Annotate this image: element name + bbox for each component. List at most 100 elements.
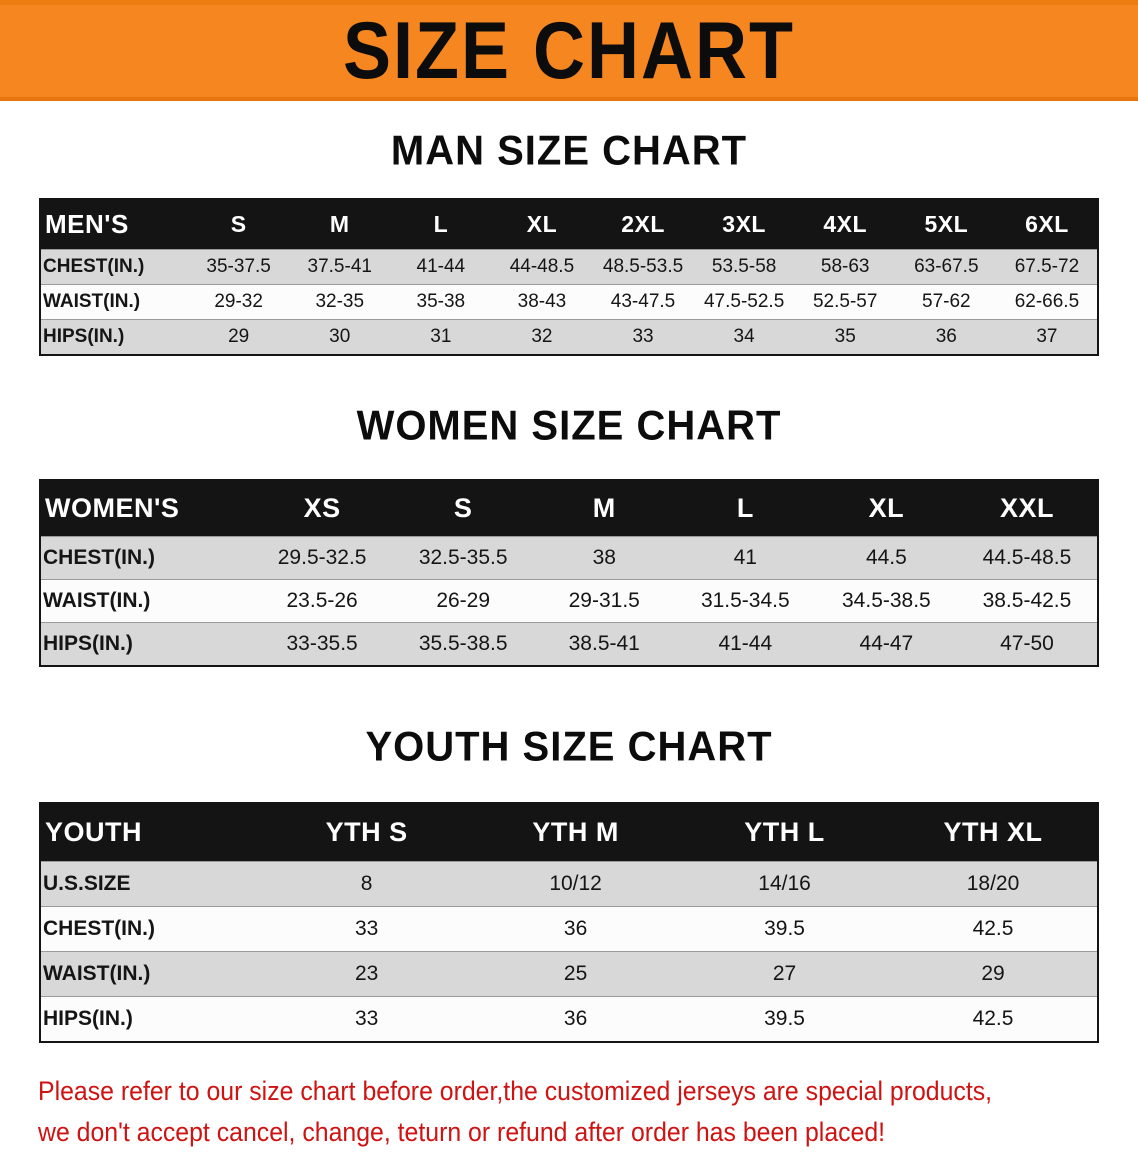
size-value-cell: 58-63 (795, 250, 896, 285)
size-value-cell: 35-37.5 (188, 250, 289, 285)
size-value-cell: 57-62 (896, 285, 997, 320)
measurement-row-label: WAIST(IN.) (40, 580, 252, 623)
size-value-cell: 62-66.5 (997, 285, 1098, 320)
measurement-row-label: HIPS(IN.) (40, 320, 188, 356)
size-column-header: XS (252, 480, 393, 537)
size-column-header: YTH L (680, 803, 889, 862)
size-value-cell: 37 (997, 320, 1098, 356)
size-value-cell: 32 (491, 320, 592, 356)
measurement-row-label: U.S.SIZE (40, 862, 262, 907)
size-value-cell: 35-38 (390, 285, 491, 320)
size-value-cell: 32.5-35.5 (393, 537, 534, 580)
measurement-row-label: WAIST(IN.) (40, 952, 262, 997)
size-column-header: M (289, 199, 390, 250)
size-value-cell: 38 (534, 537, 675, 580)
table-category-header: WOMEN'S (40, 480, 252, 537)
measurement-row-label: CHEST(IN.) (40, 907, 262, 952)
size-value-cell: 43-47.5 (592, 285, 693, 320)
size-value-cell: 36 (471, 997, 680, 1043)
size-value-cell: 35.5-38.5 (393, 623, 534, 667)
size-value-cell: 29-31.5 (534, 580, 675, 623)
size-value-cell: 33 (262, 997, 471, 1043)
men-section-heading: MAN SIZE CHART (0, 128, 1138, 175)
disclaimer-text: Please refer to our size chart before or… (38, 1071, 1128, 1152)
size-value-cell: 33 (592, 320, 693, 356)
table-category-header: MEN'S (40, 199, 188, 250)
size-column-header: S (393, 480, 534, 537)
size-column-header: M (534, 480, 675, 537)
size-column-header: 3XL (694, 199, 795, 250)
size-column-header: L (390, 199, 491, 250)
size-column-header: YTH M (471, 803, 680, 862)
size-value-cell: 44.5-48.5 (957, 537, 1098, 580)
size-column-header: 2XL (592, 199, 693, 250)
size-chart-banner: SIZE CHART (0, 0, 1138, 101)
size-value-cell: 30 (289, 320, 390, 356)
size-value-cell: 52.5-57 (795, 285, 896, 320)
size-value-cell: 34 (694, 320, 795, 356)
size-value-cell: 47.5-52.5 (694, 285, 795, 320)
size-value-cell: 18/20 (889, 862, 1098, 907)
size-column-header: XL (816, 480, 957, 537)
size-value-cell: 41-44 (675, 623, 816, 667)
youth-section-heading: YOUTH SIZE CHART (0, 724, 1138, 771)
size-value-cell: 31 (390, 320, 491, 356)
size-value-cell: 41 (675, 537, 816, 580)
women-section-heading: WOMEN SIZE CHART (0, 403, 1138, 450)
size-value-cell: 38.5-41 (534, 623, 675, 667)
size-column-header: XXL (957, 480, 1098, 537)
banner-title: SIZE CHART (343, 5, 795, 97)
size-value-cell: 42.5 (889, 997, 1098, 1043)
size-column-header: 5XL (896, 199, 997, 250)
size-value-cell: 25 (471, 952, 680, 997)
size-column-header: XL (491, 199, 592, 250)
size-value-cell: 31.5-34.5 (675, 580, 816, 623)
size-column-header: L (675, 480, 816, 537)
size-value-cell: 44-48.5 (491, 250, 592, 285)
size-value-cell: 47-50 (957, 623, 1098, 667)
size-value-cell: 42.5 (889, 907, 1098, 952)
size-value-cell: 26-29 (393, 580, 534, 623)
measurement-row-label: HIPS(IN.) (40, 623, 252, 667)
size-value-cell: 23 (262, 952, 471, 997)
size-column-header: YTH S (262, 803, 471, 862)
size-value-cell: 29.5-32.5 (252, 537, 393, 580)
size-value-cell: 32-35 (289, 285, 390, 320)
size-value-cell: 34.5-38.5 (816, 580, 957, 623)
size-value-cell: 44.5 (816, 537, 957, 580)
table-category-header: YOUTH (40, 803, 262, 862)
measurement-row-label: CHEST(IN.) (40, 537, 252, 580)
disclaimer-line-1: Please refer to our size chart before or… (38, 1071, 1041, 1112)
size-value-cell: 14/16 (680, 862, 889, 907)
size-value-cell: 33 (262, 907, 471, 952)
size-value-cell: 53.5-58 (694, 250, 795, 285)
size-value-cell: 38.5-42.5 (957, 580, 1098, 623)
size-column-header: 4XL (795, 199, 896, 250)
size-value-cell: 23.5-26 (252, 580, 393, 623)
size-value-cell: 27 (680, 952, 889, 997)
size-value-cell: 67.5-72 (997, 250, 1098, 285)
size-value-cell: 39.5 (680, 907, 889, 952)
size-value-cell: 41-44 (390, 250, 491, 285)
size-value-cell: 35 (795, 320, 896, 356)
size-value-cell: 8 (262, 862, 471, 907)
size-value-cell: 29-32 (188, 285, 289, 320)
size-value-cell: 38-43 (491, 285, 592, 320)
size-column-header: YTH XL (889, 803, 1098, 862)
